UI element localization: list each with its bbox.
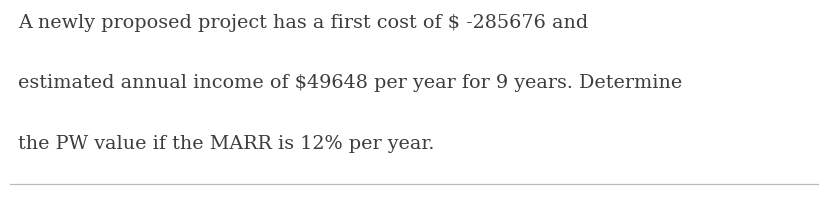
Text: estimated annual income of $49648 per year for 9 years. Determine: estimated annual income of $49648 per ye… [18, 74, 681, 92]
Text: the PW value if the MARR is 12% per year.: the PW value if the MARR is 12% per year… [18, 134, 434, 152]
Text: A newly proposed project has a first cost of $ -285676 and: A newly proposed project has a first cos… [18, 14, 588, 32]
